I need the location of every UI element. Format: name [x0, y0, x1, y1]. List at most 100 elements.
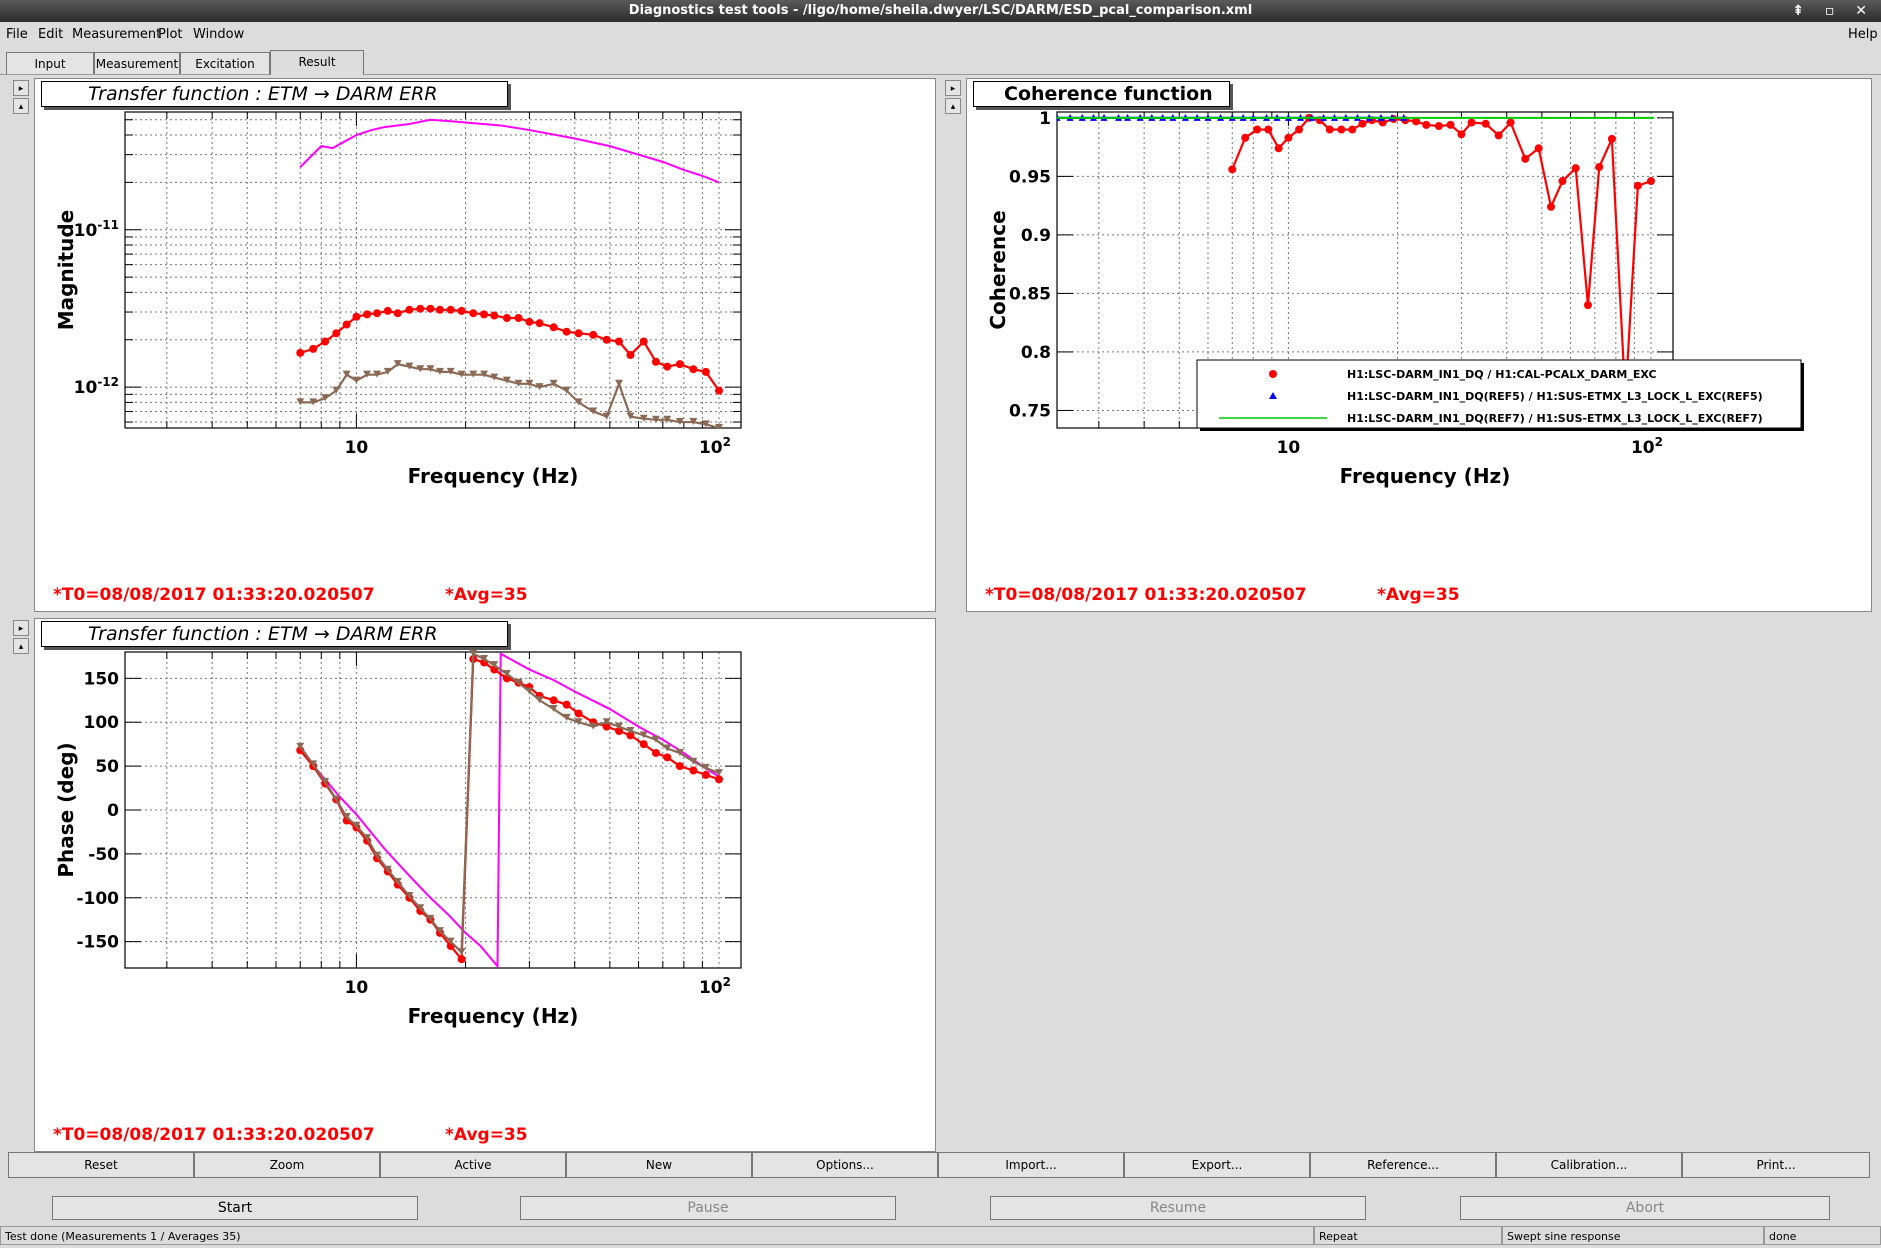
- data-point: [373, 370, 382, 378]
- print-button[interactable]: Print...: [1682, 1152, 1870, 1178]
- series-line-0: [299, 652, 720, 968]
- data-point: [651, 415, 660, 423]
- zoom-button[interactable]: Zoom: [194, 1152, 380, 1178]
- data-point: [1264, 125, 1273, 134]
- data-point: [490, 661, 499, 669]
- data-point: [1348, 125, 1357, 134]
- abort-button[interactable]: Abort: [1460, 1196, 1830, 1220]
- chart-body: -150 -100 -50 0 50 100 150 10 102 Frequency (Hz) P…: [54, 649, 742, 1028]
- data-point: [469, 649, 478, 657]
- magnitude-chart[interactable]: 10-12 10-11 10 102 Frequency (Hz) Magnitude: [35, 79, 935, 609]
- data-point: [675, 360, 684, 369]
- export-button[interactable]: Export...: [1124, 1152, 1310, 1178]
- data-point: [651, 735, 660, 743]
- menu-edit[interactable]: Edit: [38, 27, 64, 42]
- data-point: [549, 696, 558, 705]
- data-point: [639, 740, 648, 749]
- magnitude-panel: Transfer function : ETM → DARM ERR 10-12…: [34, 78, 936, 612]
- import-button[interactable]: Import...: [938, 1152, 1124, 1178]
- window-controls[interactable]: ⇞ ▫ ✕: [1792, 3, 1875, 19]
- active-button[interactable]: Active: [380, 1152, 566, 1178]
- x-tick-label: 10: [345, 438, 369, 458]
- data-point: [1506, 118, 1515, 127]
- data-point: [352, 376, 361, 384]
- start-button[interactable]: Start: [52, 1196, 418, 1220]
- tab-excitation[interactable]: Excitation: [180, 52, 270, 74]
- data-point: [689, 757, 698, 765]
- series-group: [296, 118, 723, 428]
- phase-chart[interactable]: -150 -100 -50 0 50 100 150 10 102 Frequency (Hz) P…: [35, 619, 935, 1149]
- data-point: [714, 775, 723, 784]
- data-point: [626, 731, 635, 740]
- data-point: [714, 386, 723, 395]
- data-point: [416, 304, 425, 313]
- data-point: [589, 330, 598, 339]
- status-state: done: [1764, 1226, 1881, 1245]
- data-point: [416, 904, 425, 912]
- menu-file[interactable]: File: [6, 27, 28, 42]
- data-point: [701, 770, 710, 779]
- data-point: [332, 795, 341, 803]
- new-button[interactable]: New: [566, 1152, 752, 1178]
- pad-prev-arrow[interactable]: ▴: [13, 98, 29, 114]
- data-point: [1646, 177, 1655, 186]
- menu-measurement[interactable]: Measurement: [72, 27, 162, 42]
- data-point: [469, 370, 478, 378]
- data-point: [490, 311, 499, 320]
- data-point: [639, 414, 648, 422]
- phase-prev-arrow[interactable]: ▴: [13, 638, 29, 654]
- data-point: [363, 310, 372, 319]
- coh-prev-arrow[interactable]: ▴: [945, 98, 961, 114]
- menu-window[interactable]: Window: [193, 27, 245, 42]
- tab-result[interactable]: Result: [270, 50, 364, 75]
- pause-button[interactable]: Pause: [520, 1196, 896, 1220]
- y-tick-label: 0.95: [1009, 167, 1051, 187]
- coh-next-arrow[interactable]: ▸: [945, 80, 961, 96]
- chart-body: 10-12 10-11 10 102 Frequency (Hz) Magnitude: [54, 111, 742, 488]
- x-axis-label: Frequency (Hz): [408, 464, 579, 488]
- data-point: [469, 309, 478, 318]
- data-point: [342, 320, 351, 329]
- data-point: [383, 367, 392, 375]
- coherence-panel-title: Coherence function: [973, 81, 1230, 107]
- data-point: [626, 412, 635, 420]
- tab-measurement[interactable]: Measurement: [94, 52, 180, 74]
- data-point: [363, 370, 372, 378]
- tab-input[interactable]: Input: [6, 52, 94, 74]
- reset-button[interactable]: Reset: [8, 1152, 194, 1178]
- menu-plot[interactable]: Plot: [158, 27, 183, 42]
- data-point: [373, 309, 382, 318]
- legend-box: [1196, 359, 1802, 429]
- reference-button[interactable]: Reference...: [1310, 1152, 1496, 1178]
- y-tick-label: 10-11: [74, 218, 119, 241]
- data-point: [405, 892, 414, 900]
- data-point: [457, 306, 466, 315]
- data-point: [1337, 125, 1346, 134]
- data-point: [639, 731, 648, 739]
- data-point: [405, 305, 414, 314]
- data-point: [535, 696, 544, 704]
- options-button[interactable]: Options...: [752, 1152, 938, 1178]
- resume-button[interactable]: Resume: [990, 1196, 1366, 1220]
- legend-label: H1:LSC-DARM_IN1_DQ(REF7) / H1:SUS-ETMX_L…: [1347, 412, 1763, 425]
- data-point: [574, 398, 583, 406]
- data-point: [589, 407, 598, 415]
- data-point: [416, 365, 425, 373]
- data-point: [457, 955, 466, 964]
- data-point: [405, 362, 414, 370]
- phase-next-arrow[interactable]: ▸: [13, 620, 29, 636]
- menu-help[interactable]: Help: [1848, 27, 1878, 42]
- data-point: [525, 687, 534, 695]
- pad-next-arrow[interactable]: ▸: [13, 80, 29, 96]
- magnitude-t0: *T0=08/08/2017 01:33:20.020507: [53, 585, 375, 605]
- menu-bar: File Edit Measurement Plot Window Help: [0, 24, 1881, 46]
- data-point: [1583, 301, 1592, 310]
- data-point: [296, 742, 305, 750]
- data-point: [1284, 133, 1293, 142]
- y-tick-label: 0.8: [1021, 343, 1051, 363]
- calibration-button[interactable]: Calibration...: [1496, 1152, 1682, 1178]
- data-point: [701, 420, 710, 428]
- data-point: [562, 327, 571, 336]
- data-point: [1434, 122, 1443, 131]
